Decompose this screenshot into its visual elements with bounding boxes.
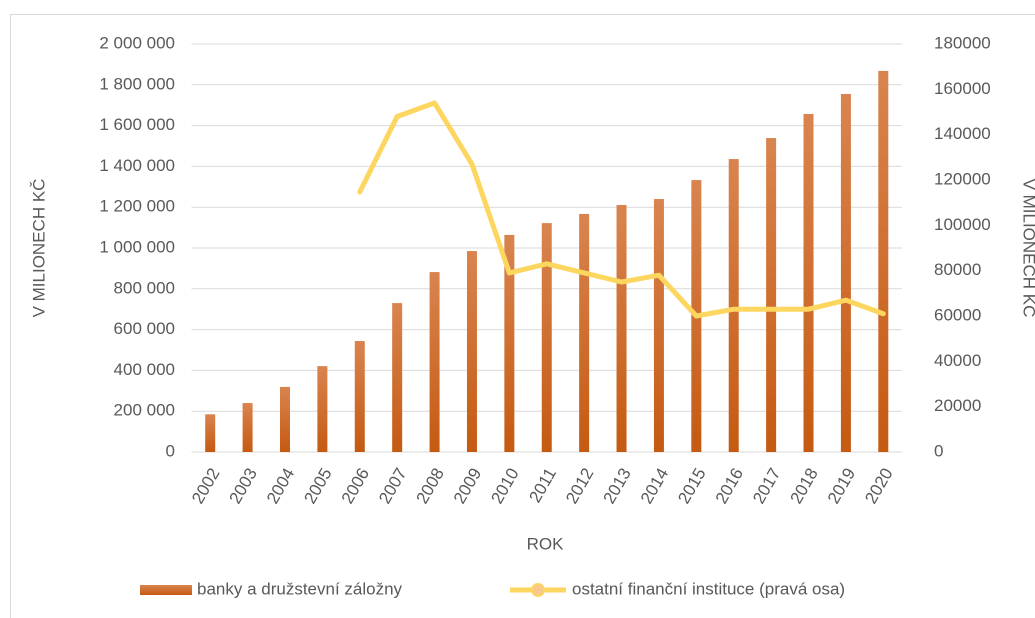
x-tick-label: 2008 [413, 465, 448, 507]
x-tick-label: 2019 [824, 465, 859, 507]
y-axis-title: V MILIONECH KČ [29, 179, 48, 318]
bar [354, 341, 365, 452]
bar [504, 234, 515, 452]
line [357, 100, 886, 319]
bar [728, 159, 739, 452]
y2-tick-label: 160000 [934, 79, 991, 98]
x-tick-label: 2020 [861, 465, 896, 507]
y-tick-label: 400 000 [114, 360, 175, 379]
bar [653, 199, 664, 452]
x-tick-label: 2016 [712, 465, 747, 507]
x-tick-label: 2007 [375, 465, 410, 507]
y2-tick-label: 180000 [934, 33, 991, 52]
bar [242, 403, 253, 452]
x-tick-label: 2012 [562, 465, 597, 507]
x-tick-label: 2002 [188, 465, 223, 507]
y2-tick-label: 100000 [934, 215, 991, 234]
legend-marker [531, 583, 545, 597]
y-tick-label: 600 000 [114, 319, 175, 338]
y2-tick-label: 120000 [934, 169, 991, 188]
y-tick-label: 1 200 000 [99, 197, 175, 216]
y-tick-label: 1 000 000 [99, 237, 175, 256]
y2-axis-title: V MILIONECH KČ [1020, 179, 1035, 318]
y2-tick-label: 40000 [934, 351, 981, 370]
bar [616, 204, 627, 452]
x-tick-label: 2005 [300, 465, 335, 507]
bar [466, 251, 477, 452]
x-tick-label: 2009 [450, 465, 485, 507]
y-tick-label: 200 000 [114, 401, 175, 420]
bar [205, 414, 216, 452]
x-tick-label: 2010 [487, 465, 522, 507]
bar [803, 113, 814, 453]
bar [878, 70, 889, 452]
x-tick-label: 2003 [226, 465, 261, 507]
legend-label: ostatní finanční instituce (pravá osa) [572, 579, 845, 598]
x-tick-label: 2017 [749, 465, 784, 507]
bar [429, 272, 440, 452]
y2-tick-label: 20000 [934, 396, 981, 415]
x-tick-label: 2006 [338, 465, 373, 507]
y2-tick-label: 60000 [934, 305, 981, 324]
bar [392, 303, 403, 452]
x-tick-label: 2014 [637, 465, 672, 507]
chart-border [10, 14, 1035, 618]
y-tick-label: 1 600 000 [99, 115, 175, 134]
x-tick-label: 2018 [786, 465, 821, 507]
y-tick-label: 1 400 000 [99, 156, 175, 175]
y-tick-label: 800 000 [114, 278, 175, 297]
legend-label: banky a družstevní záložny [197, 579, 403, 598]
y-tick-label: 2 000 000 [99, 33, 175, 52]
y2-tick-label: 140000 [934, 124, 991, 143]
bar [317, 366, 328, 452]
x-tick-label: 2004 [263, 465, 298, 507]
x-tick-label: 2013 [600, 465, 635, 507]
bar [579, 213, 590, 452]
y2-tick-label: 80000 [934, 260, 981, 279]
y-tick-label: 0 [166, 441, 175, 460]
y2-tick-label: 0 [934, 441, 943, 460]
legend-swatch [140, 585, 192, 595]
bar [840, 93, 851, 452]
x-tick-label: 2011 [525, 465, 560, 506]
bar [279, 386, 290, 452]
x-axis-title: ROK [527, 534, 565, 553]
bar [541, 223, 552, 452]
y-tick-label: 1 800 000 [99, 74, 175, 93]
x-tick-label: 2015 [674, 465, 709, 507]
bar [766, 138, 777, 452]
